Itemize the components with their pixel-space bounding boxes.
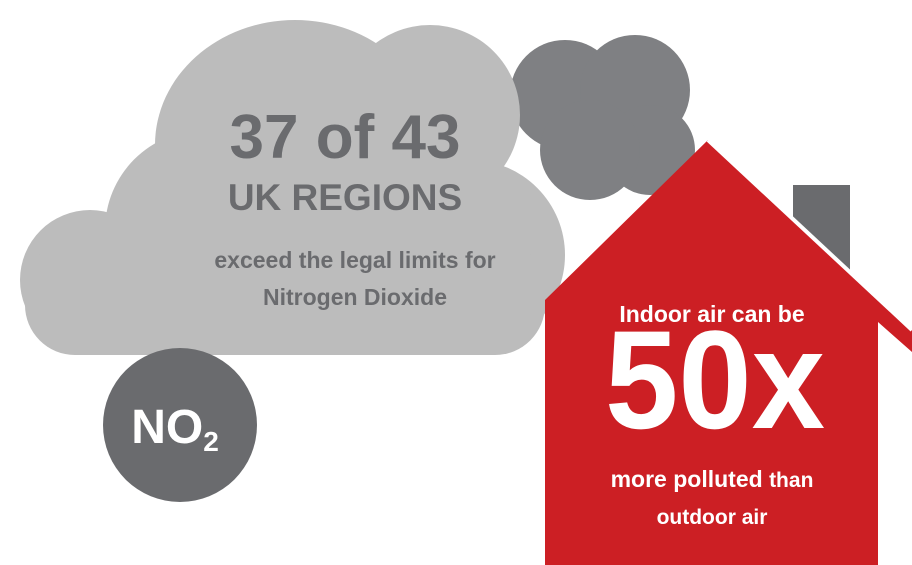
subscript: 2 [203, 426, 219, 457]
infographic: 37 of 43 UK REGIONS exceed the legal lim… [0, 0, 912, 565]
symbol: NO [131, 401, 203, 454]
house-big: 50x [605, 301, 825, 458]
subhead: UK REGIONS [228, 177, 462, 218]
dark-cloud [510, 35, 695, 200]
headline: 37 of 43 [230, 103, 461, 172]
house-line: outdoor air [657, 506, 768, 529]
rest: than [769, 469, 813, 492]
body-line: exceed the legal limits for [214, 247, 495, 273]
body-line: Nitrogen Dioxide [263, 284, 447, 310]
emphasis: more polluted [611, 466, 763, 492]
house-line: more polluted than [611, 466, 814, 492]
